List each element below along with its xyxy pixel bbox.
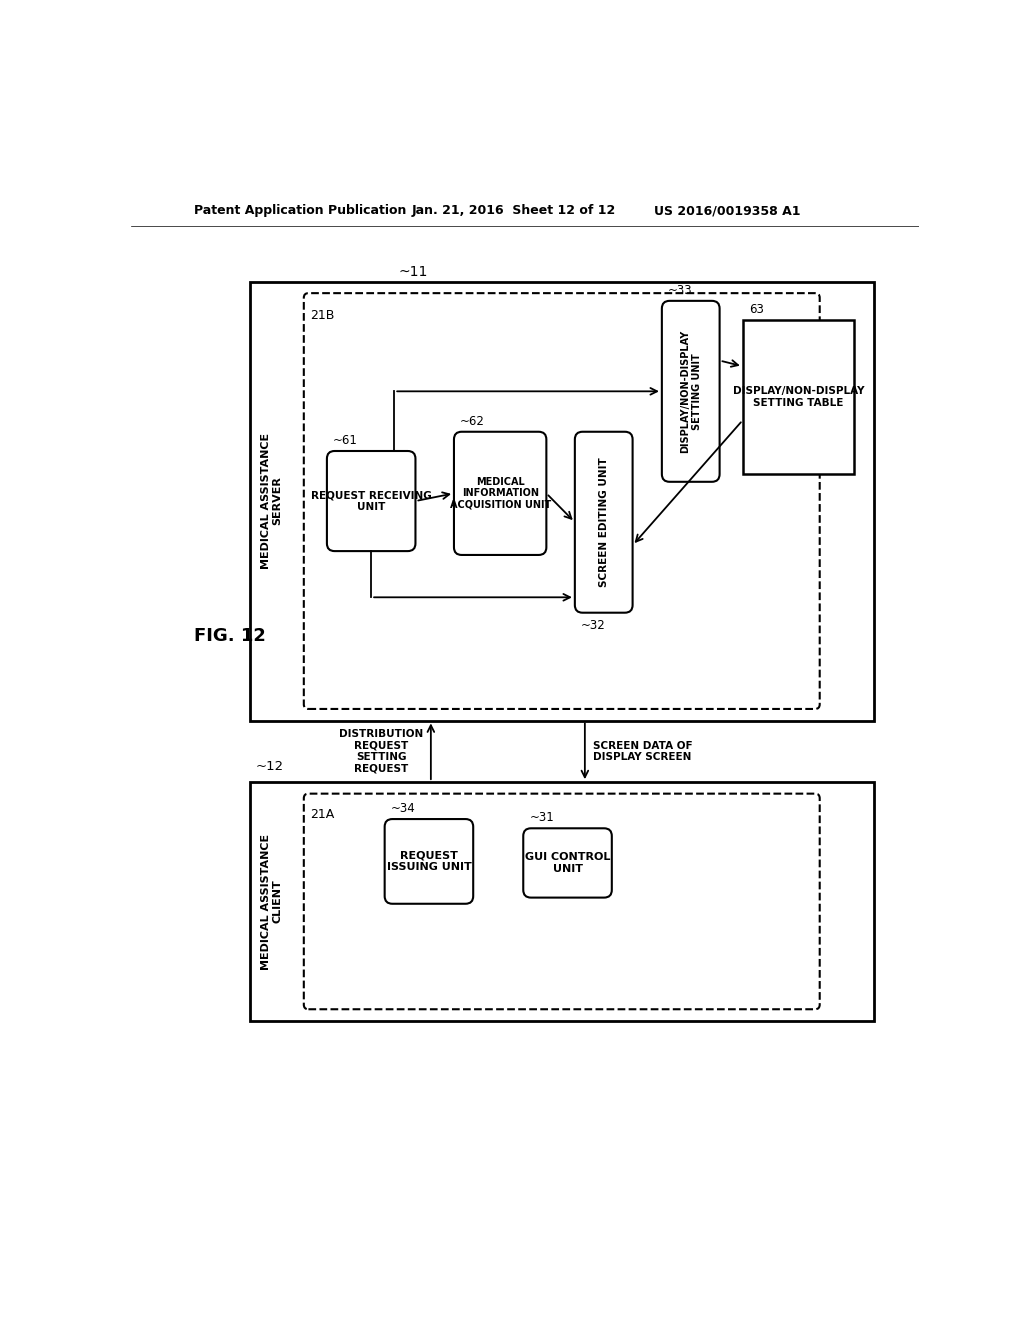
FancyBboxPatch shape (574, 432, 633, 612)
Text: Patent Application Publication: Patent Application Publication (194, 205, 407, 218)
Text: ~31: ~31 (529, 812, 554, 825)
Text: FIG. 12: FIG. 12 (194, 627, 265, 644)
Bar (250, 281, 873, 721)
Text: DISTRIBUTION
REQUEST
SETTING
REQUEST: DISTRIBUTION REQUEST SETTING REQUEST (339, 729, 423, 774)
Text: ~34: ~34 (391, 803, 416, 816)
Text: SCREEN EDITING UNIT: SCREEN EDITING UNIT (599, 457, 608, 587)
FancyBboxPatch shape (385, 818, 473, 904)
Text: ~61: ~61 (333, 434, 358, 447)
Text: DISPLAY/NON-DISPLAY
SETTING UNIT: DISPLAY/NON-DISPLAY SETTING UNIT (680, 330, 701, 453)
Text: ~32: ~32 (581, 619, 606, 632)
Text: ~62: ~62 (460, 414, 485, 428)
Text: MEDICAL
INFORMATION
ACQUISITION UNIT: MEDICAL INFORMATION ACQUISITION UNIT (450, 477, 551, 510)
Text: MEDICAL ASSISTANCE
CLIENT: MEDICAL ASSISTANCE CLIENT (261, 833, 283, 969)
FancyBboxPatch shape (327, 451, 416, 552)
Text: 21A: 21A (310, 808, 334, 821)
FancyBboxPatch shape (454, 432, 547, 554)
Text: DISPLAY/NON-DISPLAY
SETTING TABLE: DISPLAY/NON-DISPLAY SETTING TABLE (733, 387, 864, 408)
Bar (742, 321, 854, 474)
Text: Jan. 21, 2016  Sheet 12 of 12: Jan. 21, 2016 Sheet 12 of 12 (412, 205, 615, 218)
Text: ~12: ~12 (256, 760, 285, 774)
Text: GUI CONTROL
UNIT: GUI CONTROL UNIT (525, 853, 610, 874)
Text: MEDICAL ASSISTANCE
SERVER: MEDICAL ASSISTANCE SERVER (261, 433, 283, 569)
Text: 63: 63 (749, 304, 764, 317)
Bar (250, 781, 873, 1020)
Text: ~11: ~11 (398, 265, 428, 280)
FancyBboxPatch shape (523, 829, 611, 898)
Text: REQUEST
ISSUING UNIT: REQUEST ISSUING UNIT (387, 850, 471, 873)
FancyBboxPatch shape (662, 301, 720, 482)
Text: US 2016/0019358 A1: US 2016/0019358 A1 (654, 205, 801, 218)
Text: REQUEST RECEIVING
UNIT: REQUEST RECEIVING UNIT (311, 490, 431, 512)
Text: ~33: ~33 (668, 284, 692, 297)
Text: SCREEN DATA OF
DISPLAY SCREEN: SCREEN DATA OF DISPLAY SCREEN (593, 741, 692, 762)
Text: 21B: 21B (310, 309, 335, 322)
